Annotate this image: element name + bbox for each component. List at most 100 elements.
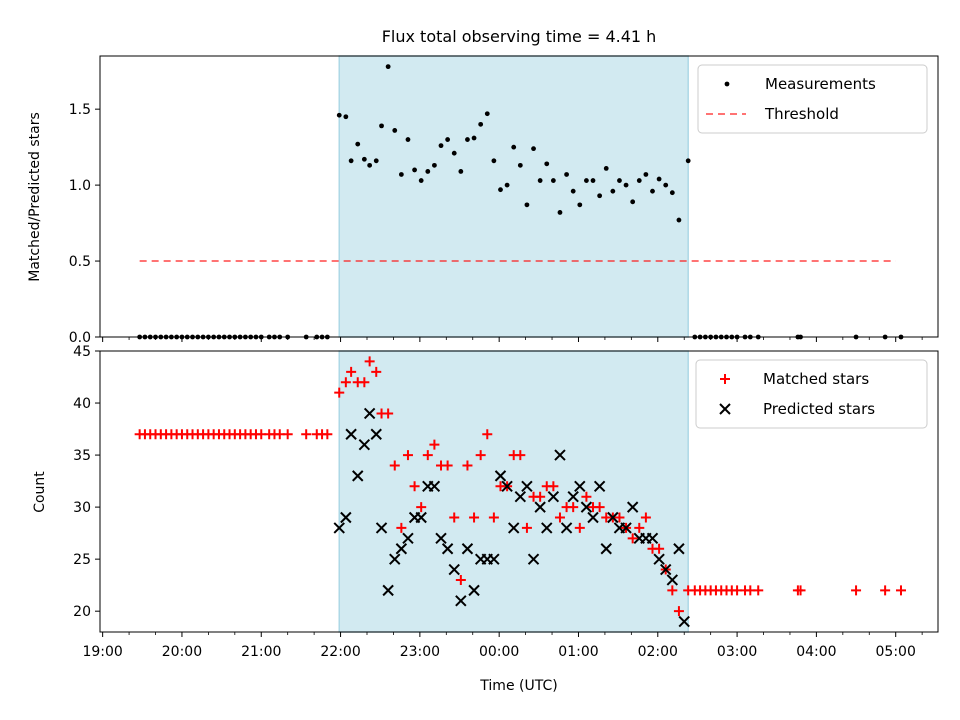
predicted-star-point [514, 490, 527, 503]
matched-star-point [614, 512, 625, 523]
measurement-point [663, 182, 669, 188]
predicted-star-point [527, 553, 540, 565]
measurement-point [577, 202, 583, 208]
predicted-star-point [468, 584, 480, 597]
predicted-star-point [574, 480, 586, 493]
measurement-point [385, 64, 391, 70]
x-axis-label: Time (UTC) [479, 678, 557, 694]
matched-star-point [654, 543, 665, 554]
predicted-star-point [508, 522, 520, 534]
measurement-point [355, 141, 361, 147]
matched-star-point [455, 574, 466, 585]
matched-star-point [634, 522, 645, 533]
bottom-legend-box [695, 359, 928, 429]
measurement-point [504, 182, 510, 188]
x-tick-label: 22:00 [320, 644, 360, 660]
matched-star-point [640, 512, 651, 523]
bot-y-tick-label: 35 [73, 448, 91, 464]
bot-y-tick-label: 20 [73, 604, 91, 620]
matched-star-point [667, 585, 678, 596]
bot-y-tick-label: 40 [73, 396, 91, 412]
measurement-point [471, 135, 477, 141]
matched-star-point [322, 429, 333, 440]
predicted-star-point [448, 563, 460, 576]
matched-star-point [581, 491, 592, 502]
measurement-point [343, 114, 349, 120]
top-axes-frame [99, 55, 939, 338]
measurement-point [557, 210, 563, 215]
predicted-star-point [593, 480, 606, 493]
measurement-point [458, 169, 464, 174]
bottom-axes-frame [99, 350, 939, 633]
predicted-star-point [402, 532, 414, 545]
measurement-point [373, 158, 379, 164]
predicted-star-point [620, 522, 632, 534]
measurement-point [398, 172, 404, 177]
predicted-star-point [382, 584, 394, 597]
measurement-point [484, 111, 490, 117]
top-y-tick-label: 1.0 [69, 178, 91, 194]
matched-star-point [568, 502, 579, 513]
matched-star-point [753, 585, 764, 596]
matched-star-point [340, 377, 351, 388]
predicted-star-point [547, 490, 560, 503]
measurement-point [438, 143, 444, 149]
predicted-star-point [494, 470, 507, 482]
matched-star-point [469, 512, 480, 523]
measurement-point [524, 202, 530, 208]
predicted-star-point [375, 522, 388, 534]
x-tick-label: 20:00 [162, 644, 202, 660]
predicted-star-point [435, 532, 447, 545]
measurement-point [498, 187, 503, 193]
measurement-point [643, 172, 649, 177]
matched-star-point [795, 585, 806, 596]
matched-star-point [521, 522, 532, 533]
predicted-star-point [455, 595, 467, 607]
matched-star-point [429, 439, 440, 450]
top-y-tick-label: 0.0 [69, 330, 91, 346]
predicted-star-point [673, 543, 685, 555]
measurement-point [336, 112, 342, 118]
measurement-point [517, 162, 523, 168]
predicted-star-point [501, 480, 513, 493]
predicted-star-point [389, 553, 401, 565]
measurement-point [511, 144, 517, 150]
measurement-point [412, 167, 417, 173]
matched-star-point [346, 366, 357, 377]
predicted-star-point [554, 449, 566, 461]
measurement-point [630, 199, 636, 205]
top-legend-label: Measurements [765, 75, 876, 93]
matched-star-point [282, 429, 293, 440]
predicted-star-point [352, 470, 364, 482]
measurement-point [392, 128, 398, 133]
measurement-point [676, 217, 682, 223]
measurement-point [623, 182, 629, 188]
matched-star-point [449, 512, 460, 523]
x-tick-label: 23:00 [400, 644, 440, 660]
x-tick-label: 05:00 [876, 644, 916, 660]
predicted-star-point [666, 574, 679, 586]
matched-star-point [851, 585, 862, 596]
matched-star-point [627, 533, 638, 544]
bot-y-tick-label: 45 [73, 344, 91, 360]
predicted-star-point [428, 480, 441, 493]
matched-star-point [371, 366, 382, 377]
predicted-star-point [415, 511, 427, 524]
matched-star-point [359, 377, 370, 388]
measurement-point [597, 193, 603, 199]
measurement-point [550, 178, 556, 183]
predicted-star-point [370, 428, 382, 440]
matched-star-point [422, 450, 433, 461]
predicted-star-point [678, 615, 690, 628]
measurement-point [451, 150, 457, 156]
predicted-star-point [541, 522, 553, 534]
matched-star-point [409, 481, 420, 492]
measurement-point [425, 169, 431, 174]
matched-star-point [416, 502, 427, 513]
matched-star-point [462, 460, 473, 471]
predicted-star-point [600, 543, 612, 555]
predicted-star-point [646, 532, 659, 545]
top-legend-box [697, 64, 928, 134]
matched-star-point [673, 606, 684, 617]
measurement-point [348, 158, 354, 164]
